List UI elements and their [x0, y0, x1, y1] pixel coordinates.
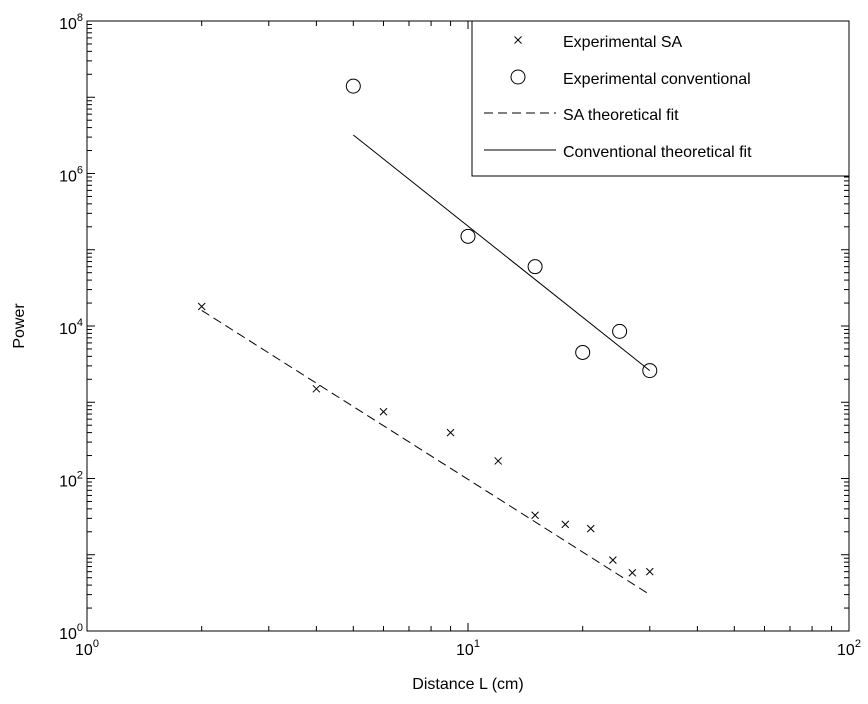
conventional-data-point — [575, 344, 591, 360]
legend-label: Experimental conventional — [563, 71, 751, 88]
marker-x-stroke — [446, 428, 455, 437]
y-tick-label: 104 — [59, 317, 83, 338]
marker-x-stroke — [645, 567, 654, 576]
sa-data-point — [446, 428, 455, 437]
tick-label-base: 10 — [75, 642, 93, 659]
legend-marker-x — [514, 36, 522, 44]
sa-data-point — [628, 568, 637, 577]
sa-data-point — [586, 524, 595, 533]
tick-label-exponent: 2 — [855, 638, 861, 650]
y-tick-label: 100 — [59, 622, 83, 643]
legend-label: SA theoretical fit — [563, 107, 679, 124]
legend-marker-circle — [510, 69, 526, 85]
marker-x-stroke — [561, 520, 570, 529]
sa-data-point — [531, 511, 539, 520]
sa-data-point — [645, 567, 654, 576]
sa-data-point — [312, 384, 321, 393]
sa-fit-line — [201, 310, 651, 596]
marker-x-stroke — [494, 457, 503, 465]
tick-label-exponent: 4 — [77, 317, 83, 329]
tick-label-exponent: 0 — [77, 622, 83, 634]
legend: Experimental SA Experimental conventional… — [471, 20, 850, 177]
y-tick-label: 102 — [59, 470, 83, 491]
marker-x-stroke — [531, 511, 539, 520]
tick-label-base: 10 — [837, 642, 855, 659]
conventional-data-point — [612, 323, 628, 339]
tick-label-exponent: 2 — [77, 470, 83, 482]
marker-x-stroke — [609, 556, 617, 564]
tick-label-exponent: 1 — [474, 638, 480, 650]
sa-data-point — [609, 556, 617, 564]
x-tick-label: 101 — [456, 638, 480, 659]
conventional-data-point — [460, 228, 476, 244]
tick-label-base: 10 — [59, 626, 77, 643]
marker-x-stroke — [379, 407, 388, 416]
tick-label-base: 10 — [59, 321, 77, 338]
tick-label-base: 10 — [59, 169, 77, 186]
conventional-data-point — [642, 363, 658, 379]
marker-x-stroke — [628, 568, 637, 577]
sa-data-point — [494, 457, 503, 465]
x-axis-title: Distance L (cm) — [412, 676, 523, 693]
tick-label-exponent: 8 — [77, 12, 83, 24]
sa-data-point — [561, 520, 570, 529]
y-axis-title: Power — [11, 303, 28, 349]
marker-x-stroke — [312, 384, 321, 393]
tick-label-base: 10 — [59, 474, 77, 491]
y-tick-label: 106 — [59, 165, 83, 186]
tick-label-exponent: 0 — [93, 638, 99, 650]
conventional-fit-line — [352, 134, 651, 371]
marker-x-stroke — [514, 36, 522, 44]
marker-x-stroke — [197, 302, 206, 311]
y-tick-label: 108 — [59, 12, 83, 33]
legend-label: Conventional theoretical fit — [563, 144, 752, 161]
legend-label: Experimental SA — [563, 34, 682, 51]
marker-x-stroke — [586, 524, 595, 533]
conventional-data-point — [345, 78, 361, 94]
data-series — [197, 78, 658, 596]
tick-label-exponent: 6 — [77, 165, 83, 177]
x-tick-label: 102 — [837, 638, 861, 659]
tick-label-base: 10 — [456, 642, 474, 659]
sa-data-point — [379, 407, 388, 416]
sa-data-point — [197, 302, 206, 311]
conventional-data-point — [527, 259, 543, 275]
x-tick-label: 100 — [75, 638, 99, 659]
tick-label-base: 10 — [59, 16, 77, 33]
